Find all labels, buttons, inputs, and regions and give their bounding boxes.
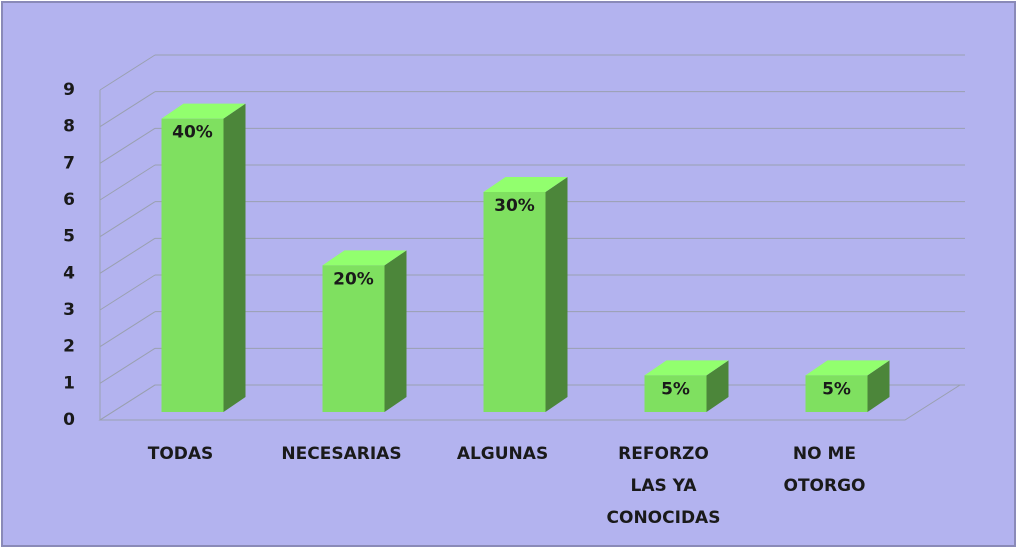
grid-line [99, 384, 156, 421]
bar-side [384, 250, 407, 412]
bar-front [644, 375, 707, 412]
bar [805, 360, 890, 412]
grid-line [99, 347, 156, 384]
y-tick-label: 5 [63, 227, 75, 247]
grid-line [99, 274, 156, 311]
bar-side [706, 360, 729, 412]
bar [644, 360, 729, 412]
y-tick-label: 4 [63, 263, 75, 283]
grid-line [99, 54, 156, 91]
x-tick-label: NECESARIAS [281, 444, 401, 464]
bar-side [545, 177, 568, 412]
x-tick-label: REFORZO LAS YA CONOCIDAS [607, 444, 721, 528]
bar-front [805, 375, 868, 412]
y-tick-label: 0 [63, 410, 75, 430]
bar-side [223, 103, 246, 413]
y-tick-label: 1 [63, 373, 75, 393]
bar-front [161, 118, 224, 413]
data-label: 5% [661, 379, 690, 399]
bar-top [644, 360, 729, 376]
grid-line [99, 311, 156, 348]
bar [322, 250, 407, 412]
grid-line [99, 237, 156, 274]
bar-side [867, 360, 890, 412]
y-tick-label: 7 [63, 153, 75, 173]
bar-top [322, 250, 407, 266]
x-tick-label: ALGUNAS [457, 444, 548, 464]
x-tick-label: TODAS [148, 444, 214, 464]
bar-top [161, 103, 246, 119]
bar-top [805, 360, 890, 376]
y-tick-label: 6 [63, 190, 75, 210]
bar-front [483, 192, 546, 412]
x-tick-label: NO ME OTORGO [784, 444, 866, 496]
grid-line [99, 164, 156, 201]
y-tick-label: 3 [63, 300, 75, 320]
grid-line [99, 91, 156, 128]
y-tick-label: 2 [63, 337, 75, 357]
bar-top [483, 177, 568, 192]
data-label: 40% [172, 123, 213, 143]
y-tick-label: 9 [63, 80, 75, 100]
data-label: 20% [333, 269, 374, 289]
bar [483, 177, 568, 412]
y-tick-label: 8 [63, 117, 75, 137]
data-label: 30% [494, 196, 535, 216]
bar [161, 103, 246, 413]
bar-front [322, 265, 385, 412]
data-label: 5% [822, 379, 851, 399]
grid-line [99, 127, 156, 164]
grid-line [99, 201, 156, 238]
